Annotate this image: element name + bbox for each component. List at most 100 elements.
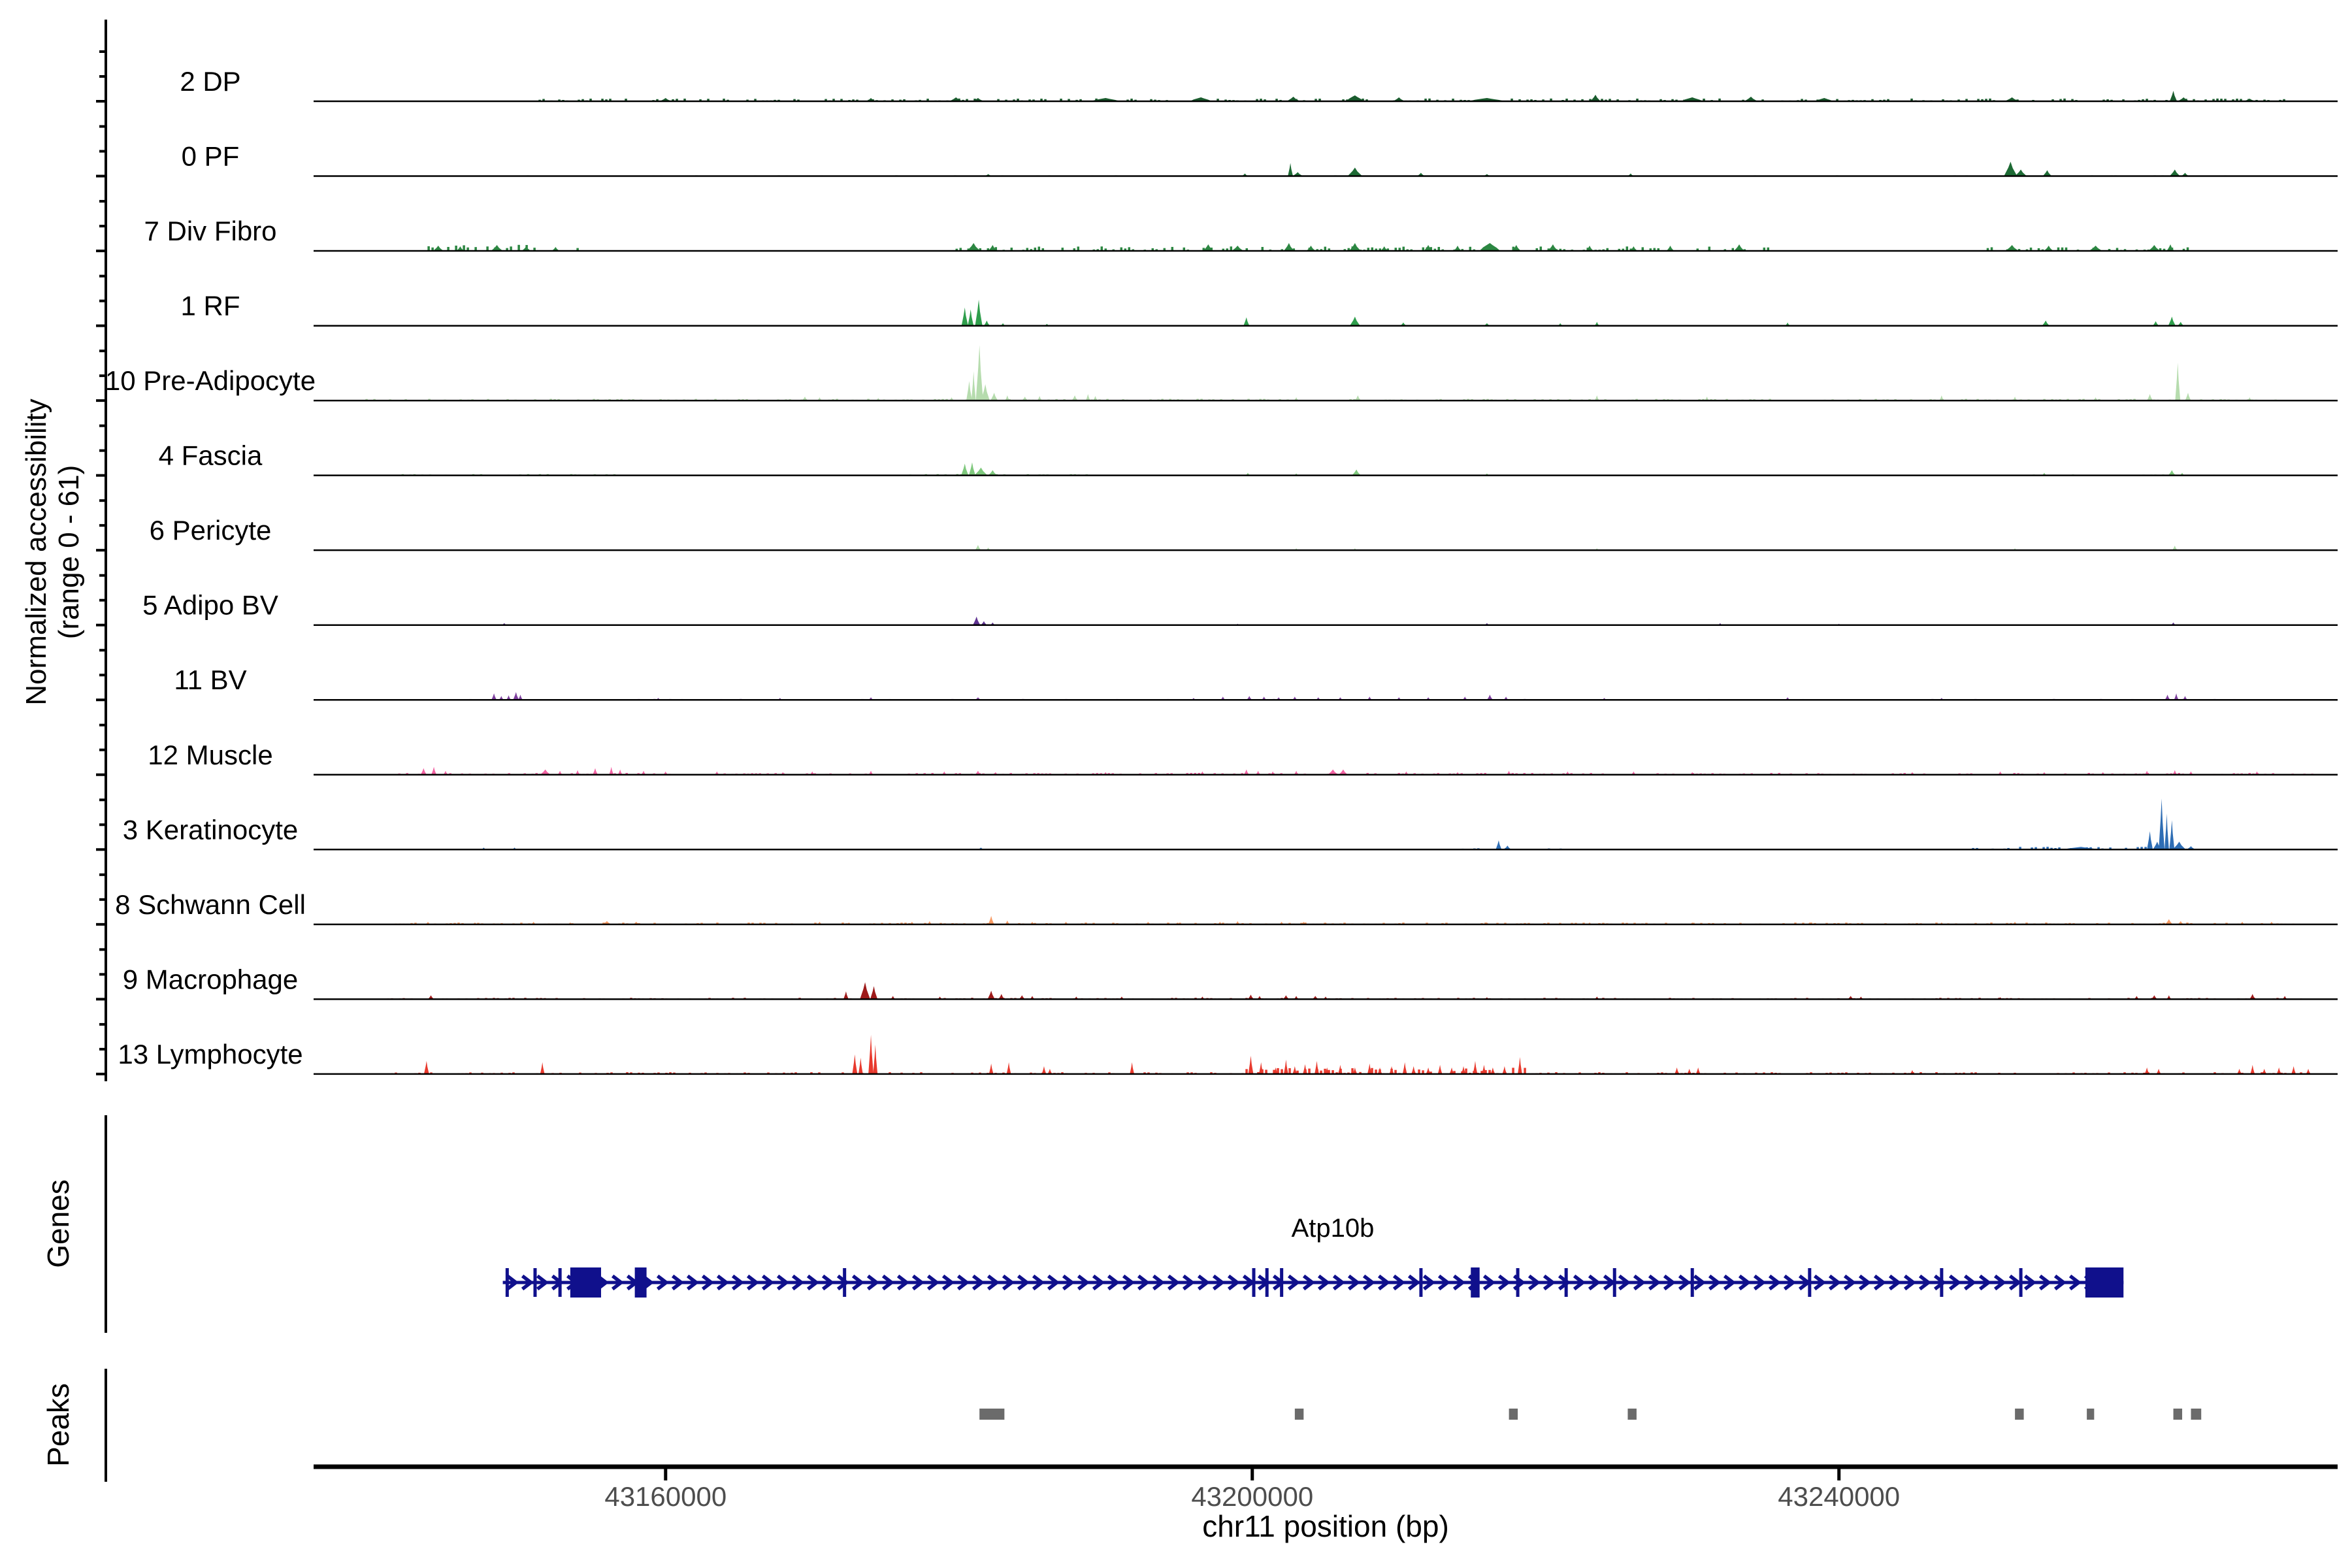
signal-noise <box>1990 923 1993 924</box>
strand-arrow <box>1603 1274 1616 1291</box>
signal-peak <box>1352 1067 1358 1074</box>
signal-noise <box>1723 249 1727 252</box>
signal-peak <box>998 994 1005 1000</box>
peak-call-box <box>2087 1409 2095 1420</box>
signal-peak <box>1248 994 1254 1000</box>
signal-peak <box>1282 995 1289 1000</box>
strand-arrow <box>1918 1274 1932 1291</box>
signal-noise <box>1100 246 1103 252</box>
signal-peak <box>498 696 504 700</box>
peaks-section-label: Peaks <box>41 1383 75 1467</box>
peak-call-box <box>979 1409 1005 1420</box>
track-label: 13 Lymphocyte <box>118 1039 302 1070</box>
signal-noise <box>2034 847 2037 850</box>
strand-arrow <box>1452 1274 1466 1291</box>
signal-peak <box>2178 321 2184 326</box>
signal-noise <box>1703 98 1705 101</box>
strand-arrow <box>1137 1274 1151 1291</box>
strand-arrow <box>1287 1274 1301 1291</box>
strand-arrow <box>1392 1274 1406 1291</box>
signal-noise <box>1977 99 1980 101</box>
signal-peak <box>1006 1062 1011 1074</box>
strand-arrow <box>1152 1274 1166 1291</box>
signal-peak <box>1303 1064 1307 1074</box>
signal-noise <box>2220 99 2223 101</box>
signal-peak <box>1586 246 1593 252</box>
signal-peak <box>2262 1068 2267 1074</box>
track-7-div-fibro: 7 Div Fibro <box>144 216 2338 252</box>
signal-noise <box>1155 249 1158 252</box>
signal-noise <box>714 399 717 401</box>
strand-arrow <box>941 1274 955 1291</box>
signal-noise <box>1605 99 1607 101</box>
signal-peak <box>2144 770 2149 775</box>
signal-peak <box>988 470 998 476</box>
signal-noise <box>1186 1072 1189 1074</box>
strand-arrow <box>1317 1274 1331 1291</box>
signal-noise <box>1245 1069 1248 1074</box>
signal-noise <box>2232 99 2234 101</box>
signal-noise <box>1986 248 1989 252</box>
signal-peak <box>423 1060 429 1074</box>
signal-peak <box>843 991 849 1000</box>
signal-noise <box>1555 1072 1558 1074</box>
genes-section-label: Genes <box>41 1179 75 1268</box>
signal-peak <box>506 695 511 700</box>
signal-noise <box>1230 246 1233 252</box>
signal-peak <box>870 986 878 1000</box>
signal-peak <box>2147 394 2153 401</box>
signal-noise <box>1445 923 1448 924</box>
signal-noise <box>1965 99 1968 101</box>
strand-arrow <box>1437 1274 1451 1291</box>
strand-arrow <box>1002 1274 1015 1291</box>
signal-peak <box>2276 1067 2281 1074</box>
strand-arrow <box>1678 1274 1691 1291</box>
signal-noise <box>1288 1068 1291 1074</box>
strand-arrow <box>1858 1274 1872 1291</box>
signal-noise <box>1653 248 1656 252</box>
signal-noise <box>1085 923 1087 924</box>
signal-peak <box>860 982 870 1000</box>
signal-noise <box>581 99 584 101</box>
signal-noise <box>2108 249 2111 252</box>
signal-noise <box>2263 99 2266 101</box>
signal-peak <box>1292 172 1303 176</box>
signal-noise <box>1871 99 1874 101</box>
signal-noise <box>1622 923 1624 924</box>
signal-peak <box>2172 841 2186 850</box>
signal-peak <box>1203 244 1214 252</box>
signal-noise <box>1359 1071 1362 1074</box>
signal-noise <box>994 247 998 252</box>
signal-noise <box>1041 248 1045 252</box>
signal-noise <box>852 99 855 101</box>
signal-noise <box>1437 773 1439 775</box>
signal-noise <box>1044 99 1047 101</box>
signal-noise <box>428 399 431 401</box>
signal-peak <box>961 463 969 476</box>
signal-noise <box>2163 248 2166 252</box>
signal-peak <box>988 915 994 924</box>
signal-noise <box>1032 99 1035 101</box>
signal-noise <box>1919 1072 1922 1074</box>
signal-noise <box>889 1072 891 1074</box>
signal-peak <box>1085 394 1090 401</box>
signal-peak <box>2183 696 2187 700</box>
signal-noise <box>747 923 750 924</box>
signal-noise <box>622 923 625 924</box>
signal-noise <box>1598 1072 1601 1074</box>
signal-noise <box>1511 98 1513 101</box>
signal-noise <box>2115 248 2119 252</box>
exon-tick <box>533 1268 537 1297</box>
signal-peak <box>491 693 497 700</box>
signal-noise <box>431 247 434 252</box>
signal-peak <box>971 371 976 401</box>
signal-noise <box>1222 923 1224 924</box>
signal-peak <box>1288 163 1294 176</box>
signal-noise <box>1320 249 1323 252</box>
strand-arrow <box>1993 1274 2007 1291</box>
signal-noise <box>1428 98 1431 101</box>
track-6-pericyte: 6 Pericyte <box>150 515 2338 551</box>
signal-peak <box>1473 1060 1478 1074</box>
signal-noise <box>1523 773 1526 775</box>
signal-noise <box>1296 1070 1299 1074</box>
